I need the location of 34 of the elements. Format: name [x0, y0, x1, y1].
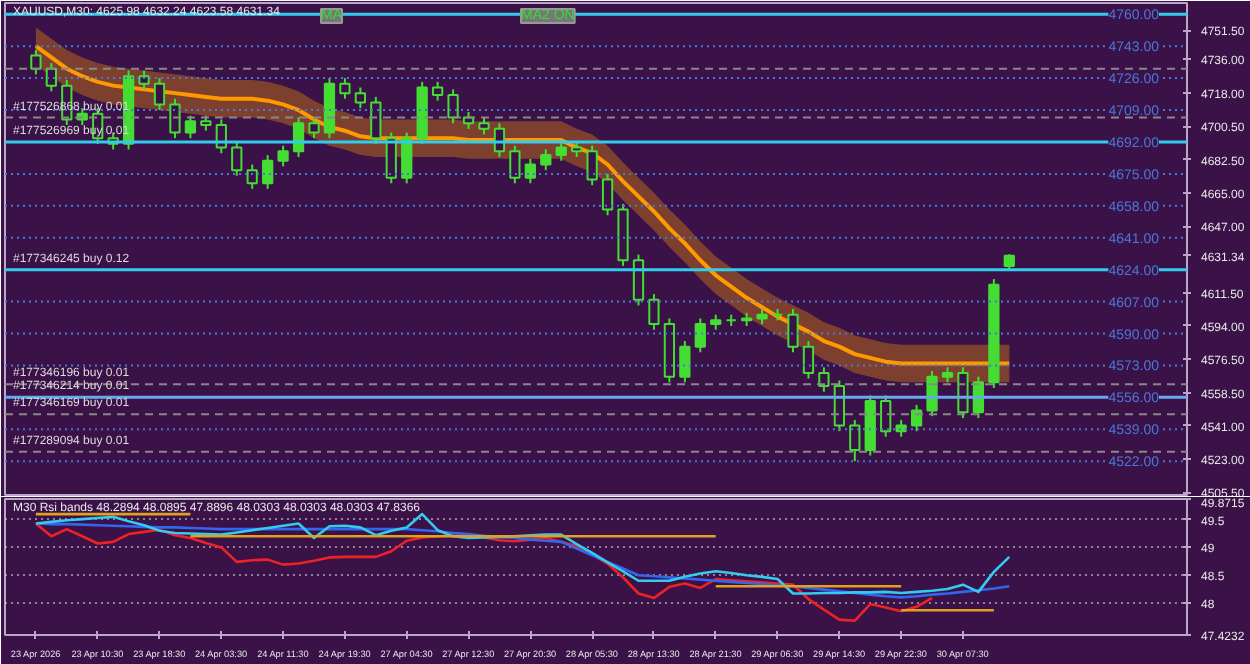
candlestick	[787, 308, 799, 354]
candlestick	[184, 114, 197, 140]
candlestick	[308, 116, 320, 140]
candlestick	[910, 403, 923, 433]
candlestick	[694, 317, 706, 354]
candlestick	[957, 366, 969, 420]
candlestick	[679, 340, 691, 384]
candlestick	[401, 131, 413, 185]
candlestick	[818, 366, 830, 393]
candlestick	[648, 293, 660, 331]
candlestick	[632, 253, 645, 307]
candlestick	[802, 340, 815, 380]
candlestick	[339, 77, 351, 100]
candlestick	[262, 154, 274, 190]
candlestick	[431, 80, 444, 102]
candlestick	[354, 86, 367, 110]
candlestick	[385, 131, 397, 185]
candlestick	[370, 95, 382, 145]
candlestick	[524, 157, 536, 185]
candlestick	[833, 379, 845, 433]
candlestick	[509, 144, 521, 185]
candlestick	[849, 418, 861, 463]
candlestick	[880, 394, 892, 438]
candlestick	[231, 140, 243, 177]
candlestick	[586, 144, 598, 187]
candlestick	[277, 144, 289, 168]
candlestick	[153, 77, 166, 112]
candlestick	[246, 163, 258, 190]
candlestick	[601, 172, 614, 217]
candlestick	[540, 148, 552, 172]
candlestick	[447, 88, 459, 125]
candlestick	[30, 48, 42, 76]
candlestick	[555, 140, 567, 162]
line-series	[34, 522, 934, 623]
